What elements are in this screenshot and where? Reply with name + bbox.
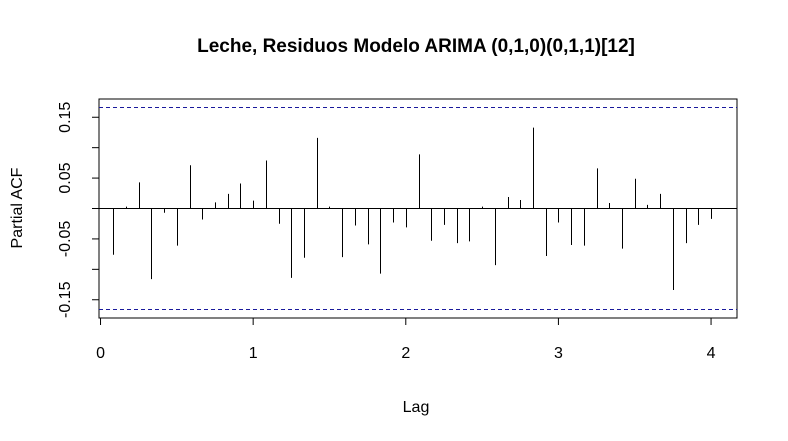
x-tick-label: 0 bbox=[96, 345, 105, 362]
y-axis-label: Partial ACF bbox=[9, 167, 26, 248]
chart-title: Leche, Residuos Modelo ARIMA (0,1,0)(0,1… bbox=[197, 36, 635, 57]
x-tick-label: 1 bbox=[249, 345, 258, 362]
confidence-bands bbox=[99, 107, 737, 310]
y-axis: -0.15 -0.05 0.05 0.15 bbox=[57, 102, 100, 318]
x-axis: 0 1 2 3 4 bbox=[96, 317, 716, 362]
pacf-spikes bbox=[113, 127, 712, 291]
y-tick-label: -0.15 bbox=[57, 281, 74, 318]
y-tick-label: 0.05 bbox=[57, 162, 74, 193]
x-tick-label: 4 bbox=[707, 345, 716, 362]
x-tick-label: 3 bbox=[554, 345, 563, 362]
y-tick-label: -0.05 bbox=[57, 221, 74, 258]
x-tick-label: 2 bbox=[401, 345, 410, 362]
y-tick-label: 0.15 bbox=[57, 102, 74, 133]
x-axis-label: Lag bbox=[403, 399, 430, 416]
